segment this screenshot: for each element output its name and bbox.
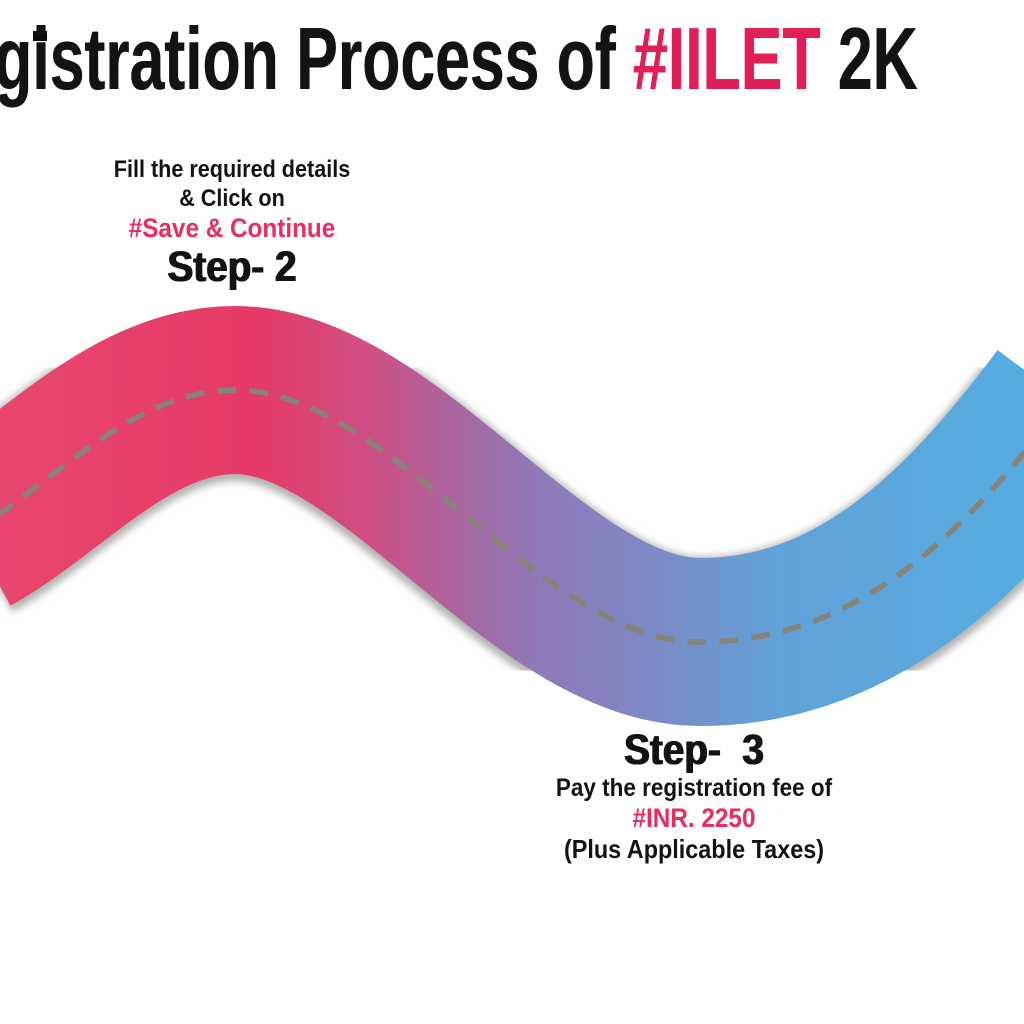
- step-3-annotation: Step- 3 Pay the registration fee of #INR…: [555, 726, 833, 865]
- title-text-right: 2K: [820, 9, 918, 108]
- step-3-taxes-note: (Plus Applicable Taxes): [563, 834, 825, 864]
- title-text-left: gistration Process of: [0, 9, 633, 108]
- step-2-highlight-text: #Save & Continue: [128, 213, 336, 243]
- step-2-label: Step- 2: [167, 243, 297, 291]
- page-title: gistration Process of #IILET 2K: [0, 15, 918, 103]
- title-highlight: #IILET: [632, 9, 821, 108]
- road-ribbon: [0, 305, 1024, 727]
- step-2-instruction-line-1: Fill the required details: [113, 156, 351, 183]
- cropped-glyph-mark: [33, 31, 47, 41]
- step-3-label: Step- 3: [624, 726, 764, 774]
- step-3-fee-highlight: #INR. 2250: [632, 803, 756, 833]
- road-center-dashed-line: [0, 387, 1024, 645]
- step-2-annotation: Fill the required details & Click on #Sa…: [114, 155, 350, 291]
- step-3-instruction-line: Pay the registration fee of: [555, 774, 833, 802]
- step-2-instruction-line-2: & Click on: [179, 185, 285, 212]
